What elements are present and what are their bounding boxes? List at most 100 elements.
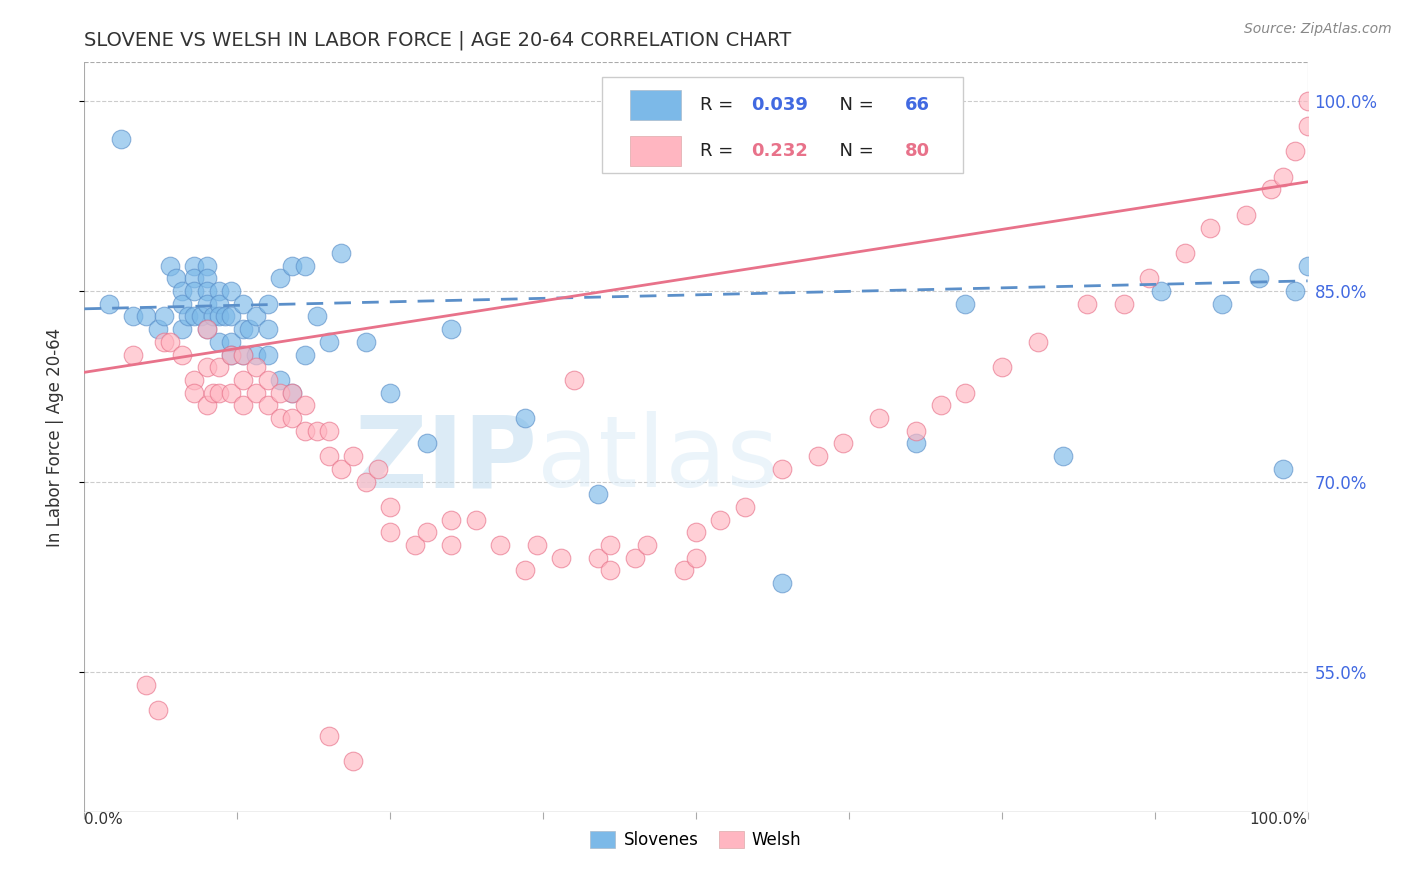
Point: [208, 284, 231, 298]
Point: [685, 525, 707, 540]
Point: [599, 538, 621, 552]
Point: [526, 538, 548, 552]
Point: [183, 259, 205, 273]
Point: [195, 284, 218, 298]
Point: [953, 385, 976, 400]
Point: [135, 310, 157, 324]
Point: [440, 513, 463, 527]
Point: [440, 322, 463, 336]
Point: [354, 334, 377, 349]
Point: [416, 436, 439, 450]
Point: [122, 310, 145, 324]
Point: [1028, 334, 1050, 349]
Point: [146, 322, 169, 336]
Point: [1174, 246, 1197, 260]
Point: [159, 334, 181, 349]
Point: [1198, 220, 1220, 235]
Point: [380, 385, 402, 400]
Point: [269, 373, 291, 387]
Point: [245, 360, 267, 375]
Text: Source: ZipAtlas.com: Source: ZipAtlas.com: [1244, 22, 1392, 37]
Point: [318, 729, 340, 743]
Point: [1114, 297, 1136, 311]
Point: [195, 271, 218, 285]
Text: SLOVENE VS WELSH IN LABOR FORCE | AGE 20-64 CORRELATION CHART: SLOVENE VS WELSH IN LABOR FORCE | AGE 20…: [84, 30, 792, 50]
FancyBboxPatch shape: [602, 77, 963, 172]
Point: [1260, 182, 1282, 196]
Point: [1236, 208, 1258, 222]
Point: [183, 284, 205, 298]
Point: [586, 550, 609, 565]
Point: [404, 538, 426, 552]
Point: [831, 436, 853, 450]
Point: [1052, 449, 1074, 463]
Point: [464, 513, 486, 527]
Point: [513, 411, 536, 425]
Point: [183, 310, 205, 324]
Point: [1296, 119, 1319, 133]
Point: [97, 297, 120, 311]
Text: 0.039: 0.039: [751, 96, 808, 114]
Point: [305, 424, 328, 438]
Point: [905, 436, 928, 450]
Point: [195, 322, 218, 336]
Point: [624, 550, 647, 565]
Point: [172, 322, 194, 336]
Point: [294, 259, 316, 273]
Point: [257, 347, 280, 361]
Point: [1284, 284, 1306, 298]
Point: [135, 678, 157, 692]
Point: [330, 246, 353, 260]
Point: [294, 398, 316, 412]
Point: [1150, 284, 1173, 298]
Point: [1296, 259, 1319, 273]
Point: [195, 398, 218, 412]
Point: [281, 385, 304, 400]
Point: [238, 322, 260, 336]
Point: [214, 310, 236, 324]
Text: 0.232: 0.232: [751, 142, 808, 161]
Point: [232, 398, 254, 412]
Point: [953, 297, 976, 311]
Point: [172, 284, 194, 298]
Point: [354, 475, 377, 489]
Point: [562, 373, 585, 387]
Point: [305, 310, 328, 324]
Text: 80: 80: [905, 142, 931, 161]
Point: [513, 563, 536, 577]
Point: [905, 424, 928, 438]
Point: [201, 385, 224, 400]
Point: [807, 449, 830, 463]
Point: [219, 347, 242, 361]
Point: [281, 411, 304, 425]
Point: [257, 322, 280, 336]
Point: [232, 297, 254, 311]
Point: [245, 347, 267, 361]
Point: [281, 385, 304, 400]
Point: [219, 347, 242, 361]
Point: [219, 284, 242, 298]
Point: [416, 525, 439, 540]
Point: [232, 373, 254, 387]
Point: [153, 334, 176, 349]
Point: [165, 271, 187, 285]
Point: [245, 385, 267, 400]
Point: [770, 462, 793, 476]
Point: [195, 322, 218, 336]
Point: [709, 513, 731, 527]
Text: R =: R =: [700, 142, 738, 161]
Text: 66: 66: [905, 96, 931, 114]
Point: [146, 703, 169, 717]
Point: [294, 347, 316, 361]
Text: atlas: atlas: [537, 411, 779, 508]
Point: [177, 310, 200, 324]
Point: [219, 334, 242, 349]
Point: [380, 525, 402, 540]
Point: [122, 347, 145, 361]
Point: [672, 563, 695, 577]
Point: [991, 360, 1014, 375]
Point: [208, 385, 231, 400]
Text: N =: N =: [828, 96, 880, 114]
Point: [232, 322, 254, 336]
Point: [208, 360, 231, 375]
